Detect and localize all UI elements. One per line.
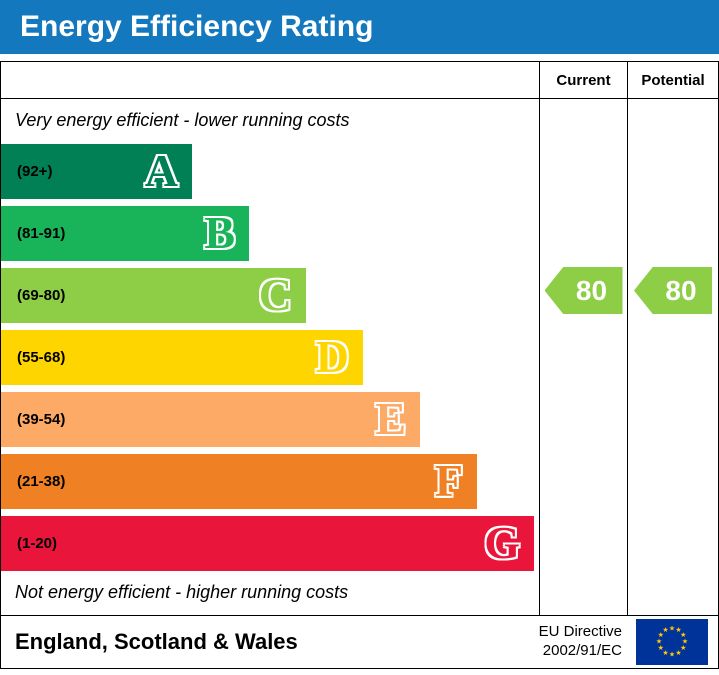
eu-directive-line1: EU Directive [538, 623, 622, 641]
band-letter: G [484, 517, 520, 568]
band-row: (1-20) G [1, 512, 539, 574]
region-label: England, Scotland & Wales [15, 629, 298, 654]
current-rating-arrow: 80 [544, 267, 623, 314]
eu-flag-stars: ★ ★ ★ ★ ★ ★ ★ ★ ★ ★ ★ ★ [656, 625, 688, 659]
header-spacer [1, 62, 539, 99]
potential-column-header: Potential [627, 62, 718, 99]
band-row: (81-91) B [1, 202, 539, 264]
band-letter: F [434, 455, 463, 506]
band-range-label: (1-20) [17, 534, 58, 552]
eu-directive-line2: 2002/91/EC [542, 642, 622, 659]
band-range-label: (92+) [17, 162, 53, 180]
svg-text:★: ★ [680, 644, 686, 652]
rating-chart: Current Potential Very energy efficient … [1, 62, 718, 616]
svg-text:★: ★ [682, 638, 688, 646]
band-bar-f: (21-38) F [1, 453, 477, 509]
band-range-label: (21-38) [17, 472, 66, 490]
eu-directive-label: EU Directive 2002/91/EC [539, 623, 622, 661]
band-range-label: (39-54) [17, 410, 66, 428]
band-range-label: (81-91) [17, 224, 66, 242]
footer: England, Scotland & Wales EU Directive 2… [1, 616, 718, 668]
band-bar-c: (69-80) C [1, 267, 306, 323]
band-bar-d: (55-68) D [1, 329, 363, 385]
band-letter: B [204, 207, 235, 258]
band-letter: C [258, 269, 292, 320]
svg-text:★: ★ [656, 638, 662, 646]
band-range-label: (55-68) [17, 348, 66, 366]
svg-text:★: ★ [658, 631, 664, 639]
potential-rating-cell: 80 [627, 99, 718, 615]
current-rating-cell: 80 [539, 99, 627, 615]
svg-text:★: ★ [662, 649, 668, 657]
band-bar-b: (81-91) B [1, 205, 249, 261]
band-bar-a: (92+) A [1, 143, 192, 199]
page-title: Energy Efficiency Rating [0, 0, 719, 54]
svg-text:★: ★ [675, 649, 681, 657]
band-range-label: (69-80) [17, 286, 66, 304]
potential-rating-arrow: 80 [634, 267, 712, 314]
svg-text:★: ★ [669, 625, 675, 633]
band-area: Very energy efficient - lower running co… [1, 99, 539, 615]
svg-text:★: ★ [669, 651, 675, 659]
svg-text:★: ★ [675, 626, 681, 634]
bottom-note: Not energy efficient - higher running co… [15, 582, 349, 602]
band-bar-e: (39-54) E [1, 391, 420, 447]
top-note: Very energy efficient - lower running co… [15, 110, 350, 130]
current-column-header: Current [539, 62, 627, 99]
svg-text:★: ★ [658, 644, 664, 652]
chart-frame: Current Potential Very energy efficient … [0, 61, 719, 669]
svg-text:★: ★ [662, 626, 668, 634]
band-letter: D [315, 331, 349, 382]
band-bar-g: (1-20) G [1, 515, 534, 571]
eu-flag-icon: ★ ★ ★ ★ ★ ★ ★ ★ ★ ★ ★ ★ [636, 619, 708, 665]
band-letter: A [144, 145, 178, 196]
band-row: (55-68) D [1, 326, 539, 388]
current-rating-value: 80 [575, 274, 608, 306]
band-letter: E [375, 393, 406, 444]
potential-rating-value: 80 [665, 274, 697, 306]
band-row: (69-80) C [1, 264, 539, 326]
band-row: (92+) A [1, 140, 539, 202]
band-row: (39-54) E [1, 388, 539, 450]
svg-text:★: ★ [680, 631, 686, 639]
band-row: (21-38) F [1, 450, 539, 512]
